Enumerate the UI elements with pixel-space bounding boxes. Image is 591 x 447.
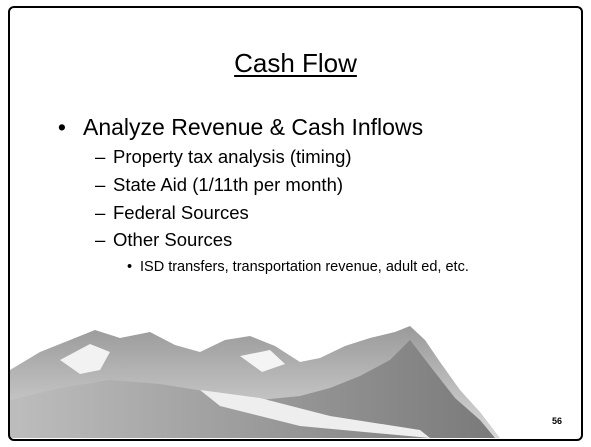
sub-bullet-text: Federal Sources <box>113 202 249 223</box>
sub-bullet: Federal Sources <box>95 202 249 224</box>
slide-border <box>8 6 583 441</box>
bullet: Analyze Revenue & Cash Inflows <box>58 114 423 141</box>
sub-bullet: Other Sources <box>95 229 232 251</box>
sub-bullet: State Aid (1/11th per month) <box>95 174 343 196</box>
snow <box>200 390 430 438</box>
mountains-front <box>10 340 495 438</box>
snow <box>60 344 110 374</box>
sub-bullet-text: Other Sources <box>113 229 233 250</box>
sub-bullet: Property tax analysis (timing) <box>95 146 352 168</box>
page-number: 56 <box>552 416 563 426</box>
sub-sub-bullet-text: ISD transfers, transportation revenue, a… <box>140 259 469 275</box>
sub-bullet-text: Property tax analysis (timing) <box>113 146 352 167</box>
sub-bullet-text: State Aid (1/11th per month) <box>113 174 344 195</box>
sub-sub-bullet: ISD transfers, transportation revenue, a… <box>127 257 527 278</box>
slide-title: Cash Flow <box>234 48 357 78</box>
snow <box>240 350 285 372</box>
bullet-text: Analyze Revenue & Cash Inflows <box>83 114 424 140</box>
